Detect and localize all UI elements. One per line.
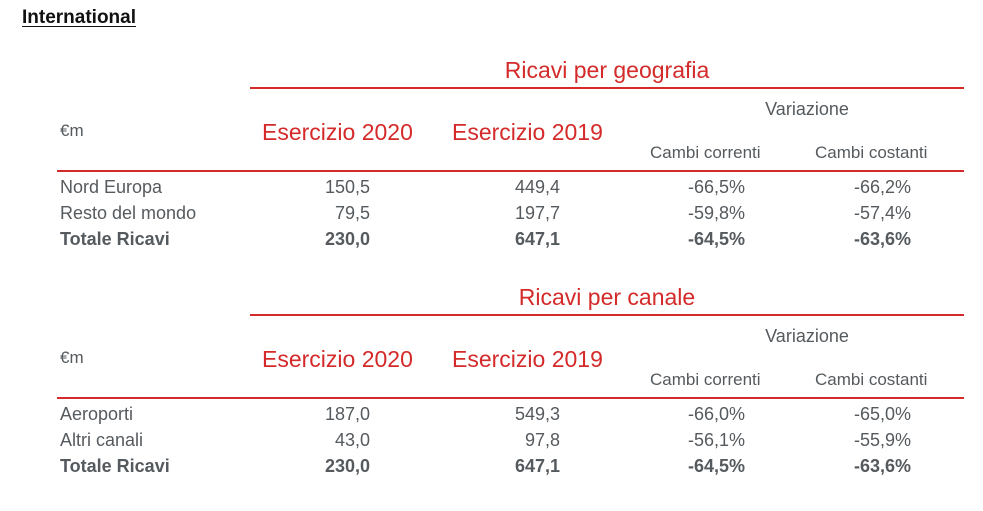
value-2019: 647,1 — [514, 229, 560, 249]
value-cambi-correnti: -56,1% — [687, 430, 745, 450]
value-2020: 230,0 — [324, 456, 370, 476]
column-header-cambi-correnti: Cambi correnti — [650, 143, 761, 162]
variazione-header: Variazione — [765, 326, 849, 346]
divider — [57, 170, 964, 172]
value-cambi-correnti: -64,5% — [687, 456, 745, 476]
value-cambi-correnti: -59,8% — [687, 203, 745, 223]
value-2019: 97,8 — [524, 430, 560, 450]
value-2019: 449,4 — [514, 177, 560, 197]
table-row: Aeroporti 187,0 549,3 -66,0% -65,0% — [0, 404, 983, 430]
row-label: Nord Europa — [60, 177, 163, 197]
column-header-cambi-correnti: Cambi correnti — [650, 370, 761, 389]
value-cambi-costanti: -66,2% — [853, 177, 911, 197]
divider — [250, 314, 964, 316]
column-header-2019: Esercizio 2019 — [452, 119, 603, 145]
column-header-cambi-costanti: Cambi costanti — [815, 143, 928, 162]
table-row: Resto del mondo 79,5 197,7 -59,8% -57,4% — [0, 203, 983, 229]
column-header-2020: Esercizio 2020 — [262, 119, 413, 145]
column-header-2020: Esercizio 2020 — [262, 346, 413, 372]
table-row: Nord Europa 150,5 449,4 -66,5% -66,2% — [0, 177, 983, 203]
row-label: Altri canali — [60, 430, 144, 450]
value-cambi-correnti: -66,0% — [687, 404, 745, 424]
value-2020: 43,0 — [334, 430, 370, 450]
row-label: Aeroporti — [60, 404, 134, 424]
unit-label: €m — [60, 348, 84, 367]
unit-label: €m — [60, 121, 84, 140]
variazione-header: Variazione — [765, 99, 849, 119]
table-row: Altri canali 43,0 97,8 -56,1% -55,9% — [0, 430, 983, 456]
table-title: Ricavi per canale — [518, 284, 696, 310]
column-header-cambi-costanti: Cambi costanti — [815, 370, 928, 389]
value-cambi-costanti: -65,0% — [853, 404, 911, 424]
value-2020: 230,0 — [324, 229, 370, 249]
value-2019: 647,1 — [514, 456, 560, 476]
value-cambi-correnti: -66,5% — [687, 177, 745, 197]
row-label: Resto del mondo — [60, 203, 197, 223]
value-2020: 79,5 — [334, 203, 370, 223]
value-2020: 187,0 — [324, 404, 370, 424]
value-2019: 549,3 — [514, 404, 560, 424]
value-2019: 197,7 — [514, 203, 560, 223]
row-label: Totale Ricavi — [60, 229, 170, 249]
value-cambi-costanti: -63,6% — [853, 229, 911, 249]
table-row-total: Totale Ricavi 230,0 647,1 -64,5% -63,6% — [0, 229, 983, 255]
value-2020: 150,5 — [324, 177, 370, 197]
value-cambi-costanti: -55,9% — [853, 430, 911, 450]
table-title: Ricavi per geografia — [504, 57, 710, 83]
row-label: Totale Ricavi — [60, 456, 170, 476]
divider — [57, 397, 964, 399]
page-title: International — [22, 7, 137, 28]
value-cambi-correnti: -64,5% — [687, 229, 745, 249]
divider — [250, 87, 964, 89]
value-cambi-costanti: -57,4% — [853, 203, 911, 223]
value-cambi-costanti: -63,6% — [853, 456, 911, 476]
column-header-2019: Esercizio 2019 — [452, 346, 603, 372]
table-row-total: Totale Ricavi 230,0 647,1 -64,5% -63,6% — [0, 456, 983, 482]
